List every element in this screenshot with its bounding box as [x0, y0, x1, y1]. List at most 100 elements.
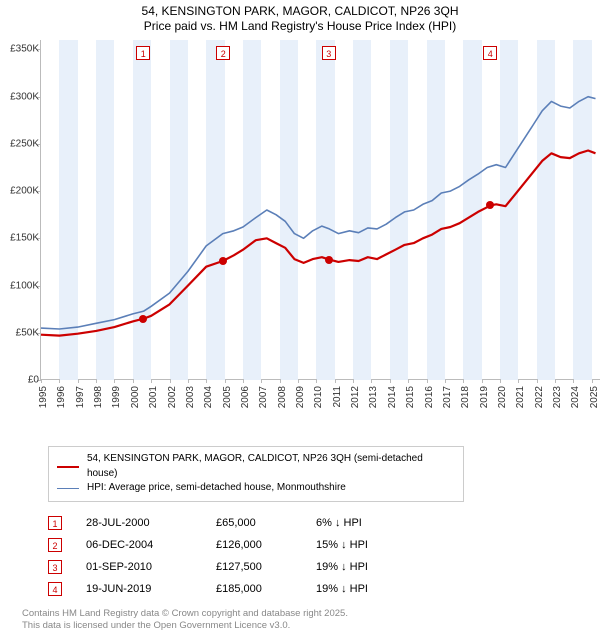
legend-swatch-hpi [57, 488, 79, 489]
x-tick [371, 379, 372, 383]
x-tick [41, 379, 42, 383]
x-tick [463, 379, 464, 383]
sale-price: £127,500 [216, 561, 316, 573]
x-label: 2020 [497, 386, 508, 408]
x-label: 2015 [405, 386, 416, 408]
x-tick [225, 379, 226, 383]
y-label: £300K [3, 91, 39, 102]
x-tick [445, 379, 446, 383]
x-tick [151, 379, 152, 383]
x-tick [243, 379, 244, 383]
x-label: 2017 [442, 386, 453, 408]
down-arrow-icon: ↓ [341, 539, 347, 551]
table-row: 128-JUL-2000£65,0006% ↓ HPI [48, 512, 600, 534]
sale-marker-box: 4 [483, 46, 497, 60]
sales-table: 128-JUL-2000£65,0006% ↓ HPI206-DEC-2004£… [48, 512, 600, 600]
x-tick [537, 379, 538, 383]
x-tick [573, 379, 574, 383]
sale-date: 06-DEC-2004 [86, 539, 216, 551]
series-line-hpi [41, 97, 596, 329]
x-label: 2003 [185, 386, 196, 408]
sale-index-box: 2 [48, 538, 62, 552]
x-label: 2006 [240, 386, 251, 408]
sale-pct: 15% ↓ HPI [316, 539, 416, 551]
x-label: 2024 [570, 386, 581, 408]
x-label: 2023 [552, 386, 563, 408]
x-label: 2025 [589, 386, 600, 408]
x-tick [133, 379, 134, 383]
sale-index-box: 4 [48, 582, 62, 596]
x-tick [482, 379, 483, 383]
y-label: £0 [3, 375, 39, 386]
x-label: 1996 [56, 386, 67, 408]
title-subtitle: Price paid vs. HM Land Registry's House … [0, 19, 600, 34]
x-tick [353, 379, 354, 383]
legend-item-property: 54, KENSINGTON PARK, MAGOR, CALDICOT, NP… [57, 452, 455, 481]
down-arrow-icon: ↓ [341, 583, 347, 595]
sale-marker-dot [219, 257, 227, 265]
x-label: 2022 [534, 386, 545, 408]
sale-marker-dot [486, 201, 494, 209]
y-label: £50K [3, 327, 39, 338]
x-tick [518, 379, 519, 383]
y-label: £150K [3, 233, 39, 244]
sale-index-box: 3 [48, 560, 62, 574]
sale-pct: 6% ↓ HPI [316, 517, 416, 529]
sale-date: 19-JUN-2019 [86, 583, 216, 595]
table-row: 3 01-SEP-2010£127,50019% ↓ HPI [48, 556, 600, 578]
x-label: 2004 [203, 386, 214, 408]
x-tick [280, 379, 281, 383]
x-label: 2009 [295, 386, 306, 408]
x-tick [59, 379, 60, 383]
footer-line2: This data is licensed under the Open Gov… [22, 620, 600, 633]
x-tick [96, 379, 97, 383]
x-label: 2016 [424, 386, 435, 408]
title-block: 54, KENSINGTON PARK, MAGOR, CALDICOT, NP… [0, 0, 600, 34]
sale-marker-dot [325, 256, 333, 264]
line-layer [41, 40, 600, 380]
x-tick [592, 379, 593, 383]
x-label: 2000 [130, 386, 141, 408]
table-row: 206-DEC-2004£126,00015% ↓ HPI [48, 534, 600, 556]
x-tick [335, 379, 336, 383]
x-tick [114, 379, 115, 383]
x-tick [427, 379, 428, 383]
y-label: £350K [3, 44, 39, 55]
x-label: 2012 [350, 386, 361, 408]
x-label: 1998 [93, 386, 104, 408]
sale-date: 01-SEP-2010 [86, 561, 216, 573]
footer-line1: Contains HM Land Registry data © Crown c… [22, 608, 600, 621]
series-line-property [41, 151, 596, 336]
x-label: 1999 [111, 386, 122, 408]
legend: 54, KENSINGTON PARK, MAGOR, CALDICOT, NP… [48, 446, 464, 502]
legend-label-property: 54, KENSINGTON PARK, MAGOR, CALDICOT, NP… [87, 452, 455, 481]
sale-marker-box: 1 [136, 46, 150, 60]
x-tick [500, 379, 501, 383]
x-label: 2010 [313, 386, 324, 408]
x-label: 2007 [258, 386, 269, 408]
x-label: 2008 [277, 386, 288, 408]
x-tick [390, 379, 391, 383]
y-label: £100K [3, 280, 39, 291]
x-tick [261, 379, 262, 383]
x-label: 1995 [38, 386, 49, 408]
chart-area: 1995199619971998199920002001200220032004… [40, 40, 600, 400]
x-label: 2013 [368, 386, 379, 408]
sale-pct: 19% ↓ HPI [316, 561, 416, 573]
x-label: 2018 [460, 386, 471, 408]
x-tick [206, 379, 207, 383]
legend-label-hpi: HPI: Average price, semi-detached house,… [87, 481, 346, 496]
y-label: £250K [3, 138, 39, 149]
x-tick [316, 379, 317, 383]
legend-item-hpi: HPI: Average price, semi-detached house,… [57, 481, 455, 496]
x-tick [408, 379, 409, 383]
x-label: 2019 [479, 386, 490, 408]
sale-pct: 19% ↓ HPI [316, 583, 416, 595]
x-tick [78, 379, 79, 383]
sale-marker-dot [139, 315, 147, 323]
sale-price: £185,000 [216, 583, 316, 595]
table-row: 4 19-JUN-2019£185,00019% ↓ HPI [48, 578, 600, 600]
x-label: 2005 [222, 386, 233, 408]
x-tick [555, 379, 556, 383]
sale-index-box: 1 [48, 516, 62, 530]
